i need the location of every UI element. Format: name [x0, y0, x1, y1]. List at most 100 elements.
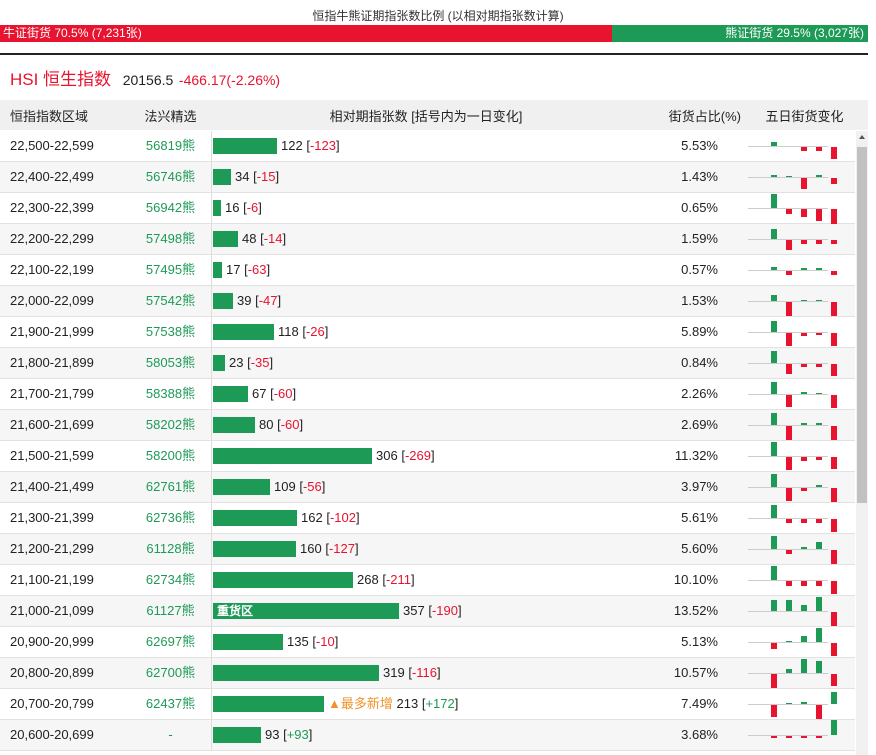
five-day-sparkline — [748, 131, 837, 161]
count-bar: 重货区 — [213, 603, 399, 619]
pick-link[interactable]: 57495熊 — [145, 262, 196, 277]
count-change: -60 — [273, 386, 293, 401]
sparkline-bar — [786, 302, 792, 316]
index-change: -466.17(-2.26%) — [178, 72, 281, 88]
table-row[interactable]: 21,100-21,199 62734熊 268 [-211] 10.10% — [0, 565, 855, 596]
count-value: 39 — [237, 293, 252, 308]
count-bar — [213, 727, 261, 743]
count-change: -35 — [250, 355, 270, 370]
pick-link[interactable]: 58053熊 — [145, 355, 196, 370]
pick-link[interactable]: 62736熊 — [145, 510, 196, 525]
pick-link[interactable]: 58388熊 — [145, 386, 196, 401]
sparkline-bar — [801, 581, 807, 586]
sparkline-baseline — [748, 146, 828, 147]
sparkline-bar — [831, 692, 837, 704]
pick-link[interactable]: 56819熊 — [145, 138, 196, 153]
table-row[interactable]: 22,100-22,199 57495熊 17 [-63] 0.57% — [0, 255, 855, 286]
table-row[interactable]: 22,400-22,499 56746熊 34 [-15] 1.43% — [0, 162, 855, 193]
table-row[interactable]: 20,700-20,799 62437熊 ▲最多新增 213 [+172] 7.49% — [0, 689, 855, 720]
table-row[interactable]: 21,700-21,799 58388熊 67 [-60] 2.26% — [0, 379, 855, 410]
table-row[interactable]: 21,400-21,499 62761熊 109 [-56] 3.97% — [0, 472, 855, 503]
sparkline-bar — [801, 702, 807, 704]
pct-cell: 5.89% — [681, 324, 718, 339]
table-row[interactable]: 21,200-21,299 61128熊 160 [-127] 5.60% — [0, 534, 855, 565]
pick-link[interactable]: 58200熊 — [145, 448, 196, 463]
count-change: -190 — [431, 603, 458, 618]
sparkline-bar — [801, 147, 807, 151]
table-row[interactable]: 21,900-21,999 57538熊 118 [-26] 5.89% — [0, 317, 855, 348]
pick-link[interactable]: - — [168, 727, 173, 742]
sparkline-bar — [816, 485, 822, 487]
sparkline-bar — [786, 581, 792, 586]
pct-cell: 3.97% — [681, 479, 718, 494]
sparkline-bar — [786, 641, 792, 642]
count-value: 67 — [252, 386, 267, 401]
table-row[interactable]: 21,800-21,899 58053熊 23 [-35] 0.84% — [0, 348, 855, 379]
index-name[interactable]: HSI 恒生指数 — [10, 70, 112, 89]
count-text: 268 [-211] — [357, 572, 415, 587]
pick-link[interactable]: 62697熊 — [145, 634, 196, 649]
pick-link[interactable]: 62437熊 — [145, 696, 196, 711]
table-row[interactable]: 21,600-21,699 58202熊 80 [-60] 2.69% — [0, 410, 855, 441]
count-bar — [213, 510, 297, 526]
sparkline-baseline — [748, 642, 828, 643]
table-row[interactable]: 22,200-22,299 57498熊 48 [-14] 1.59% — [0, 224, 855, 255]
count-change: -102 — [329, 510, 356, 525]
sparkline-bar — [786, 333, 792, 346]
pick-link[interactable]: 61128熊 — [146, 541, 195, 556]
relative-count-cell: 16 [-6] — [211, 193, 642, 223]
table-row[interactable]: 22,300-22,399 56942熊 16 [-6] 0.65% — [0, 193, 855, 224]
table-row[interactable]: 20,600-20,699 - 93 [+93] 3.68% — [0, 720, 855, 751]
pick-link[interactable]: 58202熊 — [145, 417, 196, 432]
count-text: 162 [-102] — [301, 510, 360, 525]
sparkline-baseline — [748, 518, 828, 519]
pick-link[interactable]: 57538熊 — [145, 324, 196, 339]
pick-link[interactable]: 61127熊 — [146, 603, 195, 618]
pick-link[interactable]: 62700熊 — [145, 665, 196, 680]
table-row[interactable]: 22,000-22,099 57542熊 39 [-47] 1.53% — [0, 286, 855, 317]
count-value: 93 — [265, 727, 280, 742]
count-value: 213 — [396, 696, 419, 711]
table-row[interactable]: 21,000-21,099 61127熊 重货区 357 [-190] 13.52% — [0, 596, 855, 627]
sparkline-bar — [771, 382, 777, 394]
sparkline-bar — [801, 268, 807, 270]
sparkline-baseline — [748, 208, 828, 209]
count-text: 48 [-14] — [242, 231, 287, 246]
count-value: 34 — [235, 169, 250, 184]
scroll-up-arrow-icon[interactable] — [859, 135, 865, 139]
five-day-sparkline — [748, 627, 837, 657]
range-cell: 21,600-21,699 — [10, 417, 94, 432]
pick-link[interactable]: 62761熊 — [145, 479, 196, 494]
count-bar — [213, 696, 324, 712]
pick-link[interactable]: 57498熊 — [145, 231, 196, 246]
sparkline-bar — [786, 271, 792, 275]
scrollbar-thumb[interactable] — [857, 147, 867, 503]
sparkline-bar — [831, 457, 837, 469]
table-row[interactable]: 21,300-21,399 62736熊 162 [-102] 5.61% — [0, 503, 855, 534]
table-row[interactable]: 20,900-20,999 62697熊 135 [-10] 5.13% — [0, 627, 855, 658]
sparkline-bar — [831, 519, 837, 532]
pick-link[interactable]: 56942熊 — [145, 200, 196, 215]
table-row[interactable]: 22,500-22,599 56819熊 122 [-123] 5.53% — [0, 131, 855, 162]
pick-link[interactable]: 57542熊 — [145, 293, 196, 308]
sparkline-bar — [786, 176, 792, 177]
sparkline-bar — [801, 392, 807, 394]
five-day-sparkline — [748, 472, 837, 502]
table-row[interactable]: 20,800-20,899 62700熊 319 [-116] 10.57% — [0, 658, 855, 689]
sparkline-bar — [771, 566, 777, 580]
vertical-scrollbar[interactable] — [856, 131, 868, 755]
pick-link[interactable]: 56746熊 — [145, 169, 196, 184]
sparkline-baseline — [748, 394, 828, 395]
count-value: 16 — [225, 200, 240, 215]
sparkline-baseline — [748, 332, 828, 333]
pick-link[interactable]: 62734熊 — [145, 572, 196, 587]
count-change: -15 — [256, 169, 276, 184]
sparkline-bar — [771, 351, 777, 363]
sparkline-bar — [801, 364, 807, 367]
sparkline-bar — [786, 240, 792, 250]
range-cell: 21,700-21,799 — [10, 386, 94, 401]
divider — [0, 53, 868, 55]
table-row[interactable]: 21,500-21,599 58200熊 306 [-269] 11.32% — [0, 441, 855, 472]
five-day-sparkline — [748, 441, 837, 471]
relative-count-cell: 67 [-60] — [211, 379, 642, 409]
